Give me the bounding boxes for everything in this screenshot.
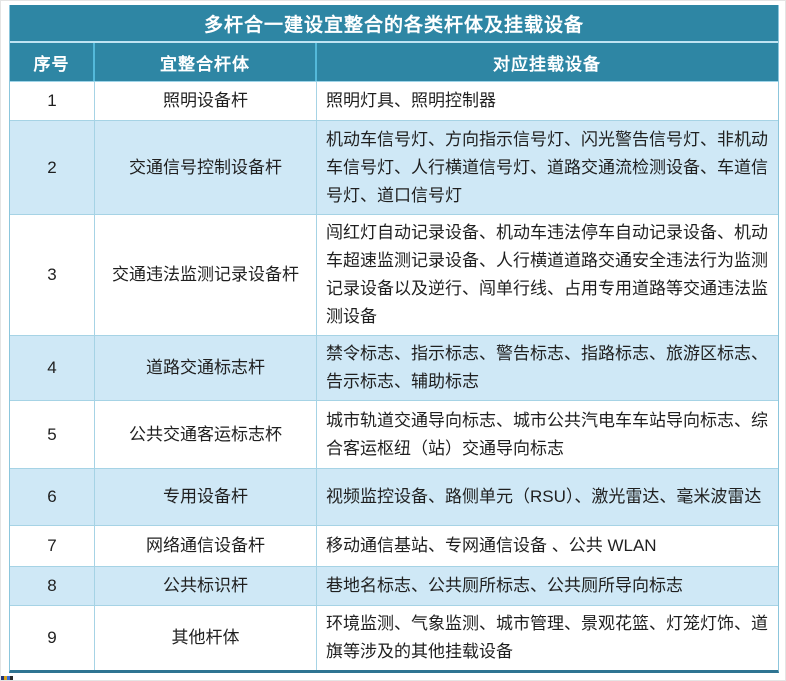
table-row: 4 道路交通标志杆 禁令标志、指示标志、警告标志、指路标志、旅游区标志、告示标志…: [10, 336, 778, 401]
table-row: 1 照明设备杆 照明灯具、照明控制器: [10, 82, 778, 121]
screenshot-glitch-artifact: [1, 676, 13, 680]
table-row: 9 其他杆体 环境监测、气象监测、城市管理、景观花篮、灯笼灯饰、道旗等涉及的其他…: [10, 606, 778, 670]
glitch-segment: [1, 676, 4, 680]
pole-type: 专用设备杆: [95, 469, 317, 525]
row-index: 7: [10, 526, 95, 566]
table-row: 8 公共标识杆 巷地名标志、公共厕所标志、公共厕所导向标志: [10, 567, 778, 606]
column-header-devices: 对应挂载设备: [493, 54, 601, 74]
table-row: 6 专用设备杆 视频监控设备、路侧单元（RSU）、激光雷达、毫米波雷达: [10, 469, 778, 526]
glitch-segment: [4, 676, 7, 680]
table-row: 7 网络通信设备杆 移动通信基站、专网通信设备 、公共 WLAN: [10, 526, 778, 567]
glitch-segment: [7, 676, 10, 680]
row-index: 4: [10, 336, 95, 400]
pole-type: 交通违法监测记录设备杆: [95, 215, 317, 335]
column-header-pole: 宜整合杆体: [95, 43, 317, 81]
poles-devices-table: 多杆合一建设宜整合的各类杆体及挂载设备 序号 宜整合杆体 对应挂载设备 1 照明…: [9, 5, 779, 673]
devices-list: 城市轨道交通导向标志、城市公共汽电车车站导向标志、综合客运枢纽（站）交通导向标志: [326, 410, 768, 458]
row-index: 5: [10, 401, 95, 468]
devices-list: 环境监测、气象监测、城市管理、景观花篮、灯笼灯饰、道旗等涉及的其他挂载设备: [326, 614, 768, 661]
table-header-row: 序号 宜整合杆体 对应挂载设备: [10, 43, 778, 82]
pole-type: 网络通信设备杆: [95, 526, 317, 566]
glitch-segment: [10, 676, 13, 680]
table-row: 5 公共交通客运标志杯 城市轨道交通导向标志、城市公共汽电车车站导向标志、综合客…: [10, 401, 778, 469]
devices-list: 巷地名标志、公共厕所标志、公共厕所导向标志: [326, 576, 683, 595]
devices-list: 移动通信基站、专网通信设备 、公共 WLAN: [326, 536, 657, 555]
devices-list: 闯红灯自动记录设备、机动车违法停车自动记录设备、机动车超速监测记录设备、人行横道…: [326, 223, 768, 326]
devices-list: 机动车信号灯、方向指示信号灯、闪光警告信号灯、非机动车信号灯、人行横道信号灯、道…: [326, 129, 768, 205]
row-index: 1: [10, 82, 95, 120]
pole-type: 照明设备杆: [95, 82, 317, 120]
table-row: 3 交通违法监测记录设备杆 闯红灯自动记录设备、机动车违法停车自动记录设备、机动…: [10, 215, 778, 336]
pole-type: 道路交通标志杆: [95, 336, 317, 400]
row-index: 8: [10, 567, 95, 605]
row-index: 6: [10, 469, 95, 525]
table-title: 多杆合一建设宜整合的各类杆体及挂载设备: [10, 5, 778, 43]
row-index: 3: [10, 215, 95, 335]
pole-type: 其他杆体: [95, 606, 317, 670]
table-row: 2 交通信号控制设备杆 机动车信号灯、方向指示信号灯、闪光警告信号灯、非机动车信…: [10, 121, 778, 215]
pole-type: 公共标识杆: [95, 567, 317, 605]
row-index: 9: [10, 606, 95, 670]
devices-list: 视频监控设备、路侧单元（RSU）、激光雷达、毫米波雷达: [326, 487, 762, 506]
column-header-index: 序号: [10, 43, 95, 81]
pole-type: 交通信号控制设备杆: [95, 121, 317, 214]
row-index: 2: [10, 121, 95, 214]
devices-list: 禁令标志、指示标志、警告标志、指路标志、旅游区标志、告示标志、辅助标志: [326, 344, 768, 391]
devices-list: 照明灯具、照明控制器: [326, 91, 496, 110]
pole-type: 公共交通客运标志杯: [95, 401, 317, 468]
